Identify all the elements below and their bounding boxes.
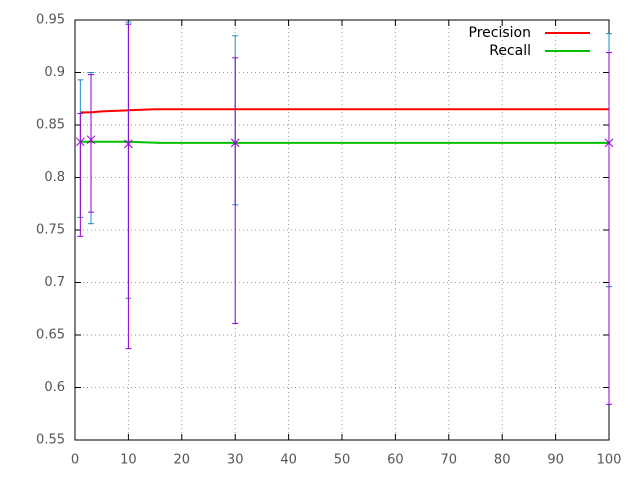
x-tick-label: 80 [494, 453, 511, 468]
x-tick-label: 40 [280, 453, 297, 468]
y-tick-label: 0.8 [44, 170, 65, 185]
y-tick-label: 0.55 [36, 433, 65, 448]
y-tick-label: 0.65 [36, 328, 65, 343]
series-line [80, 108, 609, 114]
x-tick-label: 0 [71, 453, 79, 468]
series-line [80, 140, 609, 144]
point-marker [604, 138, 614, 148]
x-tick-label: 10 [120, 453, 137, 468]
x-tick-label: 50 [334, 453, 351, 468]
x-tick-label: 70 [441, 453, 458, 468]
x-tick-label: 100 [597, 453, 622, 468]
x-tick-label: 90 [547, 453, 564, 468]
point-marker [124, 139, 133, 149]
legend-label: Recall [489, 43, 531, 59]
legend-label: Precision [469, 25, 531, 41]
y-tick-label: 0.6 [44, 380, 65, 395]
y-tick-label: 0.85 [36, 118, 65, 133]
x-tick-label: 60 [387, 453, 404, 468]
point-marker [230, 138, 240, 148]
y-tick-label: 0.9 [44, 65, 65, 80]
point-marker [75, 137, 85, 147]
x-tick-label: 30 [227, 453, 244, 468]
x-tick-label: 20 [174, 453, 191, 468]
y-tick-label: 0.95 [36, 13, 65, 28]
point-marker [86, 135, 96, 145]
y-tick-label: 0.75 [36, 223, 65, 238]
y-tick-label: 0.7 [44, 275, 65, 290]
